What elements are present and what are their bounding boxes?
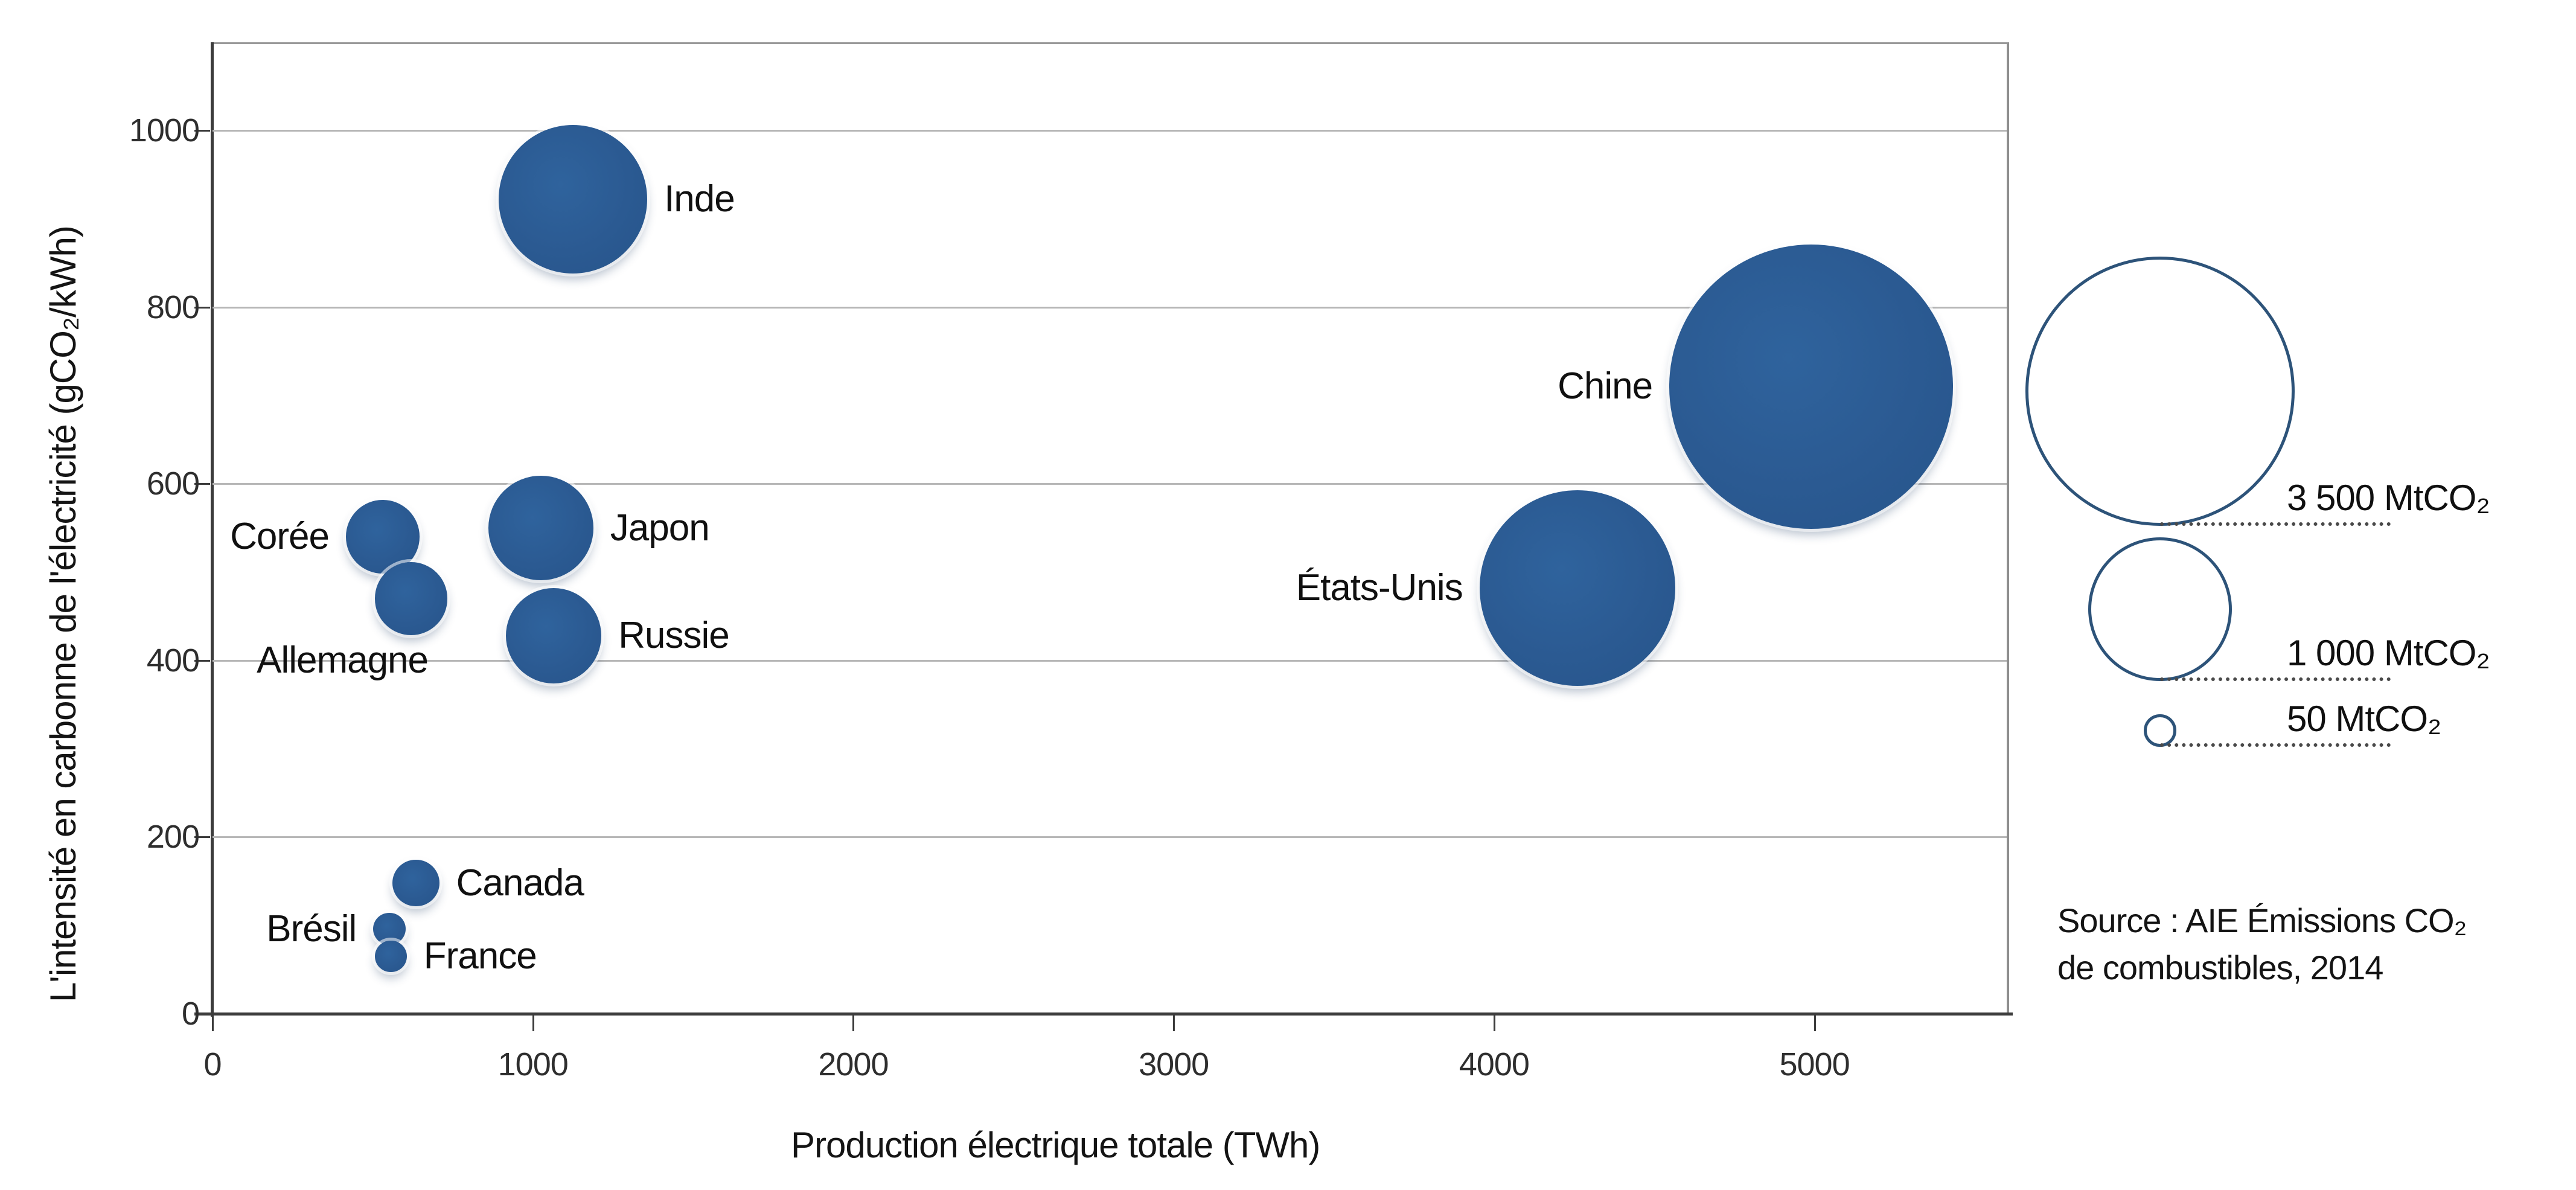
label-canada: Canada — [456, 862, 584, 904]
x-tick-0 — [212, 1016, 214, 1031]
bubble-canada — [392, 859, 439, 907]
y-axis-title: L'intensité en carbonne de l'électricité… — [43, 226, 83, 1002]
legend-label-1000: 1 000 MtCO₂ — [2287, 633, 2490, 674]
y-tick-label-200: 200 — [146, 819, 200, 856]
x-axis-line — [194, 1012, 2013, 1016]
gridline-y-1000 — [213, 130, 2007, 132]
x-tick-1000 — [532, 1016, 534, 1031]
label-japon: Japon — [610, 507, 710, 549]
bubble-inde — [499, 125, 648, 274]
label-coree: Corée — [230, 516, 330, 558]
y-tick-600 — [194, 483, 210, 485]
plot-frame — [213, 42, 2009, 1016]
y-tick-label-600: 600 — [146, 465, 200, 502]
y-tick-label-1000: 1000 — [129, 112, 200, 149]
x-tick-5000 — [1814, 1016, 1816, 1031]
legend-circle-1000 — [2088, 537, 2232, 682]
legend-circle-50 — [2144, 714, 2176, 747]
label-bresil: Brésil — [266, 907, 357, 950]
y-tick-400 — [194, 659, 210, 662]
x-tick-label-0: 0 — [203, 1046, 222, 1083]
bubble-chine — [1669, 245, 1954, 529]
y-tick-label-800: 800 — [146, 289, 200, 325]
bubble-allemagne — [374, 562, 448, 635]
bubble-coree — [346, 500, 420, 574]
label-france: France — [423, 935, 537, 977]
legend-label-3500: 3 500 MtCO₂ — [2287, 478, 2490, 518]
source-line-1: Source : AIE Émissions CO₂ — [2057, 901, 2467, 939]
x-axis-title: Production électrique totale (TWh) — [791, 1125, 1320, 1165]
label-russie: Russie — [618, 614, 730, 656]
source-note: Source : AIE Émissions CO₂ de combustibl… — [2057, 897, 2467, 991]
gridline-y-800 — [213, 306, 2007, 309]
x-tick-label-5000: 5000 — [1779, 1046, 1850, 1083]
x-tick-label-4000: 4000 — [1459, 1046, 1530, 1083]
label-etats-unis: États-Unis — [1296, 566, 1463, 609]
bubble-bresil — [373, 912, 406, 945]
gridline-y-200 — [213, 836, 2007, 839]
x-tick-label-3000: 3000 — [1139, 1046, 1209, 1083]
legend-leader-1000 — [2160, 677, 2391, 682]
x-tick-label-2000: 2000 — [818, 1046, 889, 1083]
y-tick-label-400: 400 — [146, 642, 200, 679]
y-tick-0 — [194, 1013, 210, 1015]
bubble-etats-unis — [1479, 490, 1675, 686]
source-line-2: de combustibles, 2014 — [2057, 948, 2383, 987]
gridline-y-600 — [213, 483, 2007, 485]
legend-leader-3500 — [2160, 522, 2391, 526]
x-tick-3000 — [1173, 1016, 1175, 1031]
bubble-russie — [506, 587, 602, 683]
label-chine: Chine — [1558, 365, 1653, 408]
y-tick-1000 — [194, 130, 210, 132]
bubble-france — [375, 940, 407, 973]
x-tick-2000 — [852, 1016, 855, 1031]
y-tick-200 — [194, 836, 210, 839]
y-tick-label-0: 0 — [181, 996, 200, 1032]
x-tick-label-1000: 1000 — [497, 1046, 569, 1083]
x-tick-4000 — [1493, 1016, 1495, 1031]
y-axis-line — [211, 42, 214, 1017]
bubble-japon — [488, 475, 593, 581]
legend-label-50: 50 MtCO₂ — [2287, 698, 2441, 739]
label-allemagne: Allemagne — [257, 639, 429, 681]
y-tick-800 — [194, 306, 210, 309]
legend-leader-50 — [2160, 743, 2391, 747]
gridline-y-400 — [213, 659, 2007, 662]
label-inde: Inde — [664, 178, 735, 220]
legend-circle-3500 — [2025, 257, 2295, 526]
